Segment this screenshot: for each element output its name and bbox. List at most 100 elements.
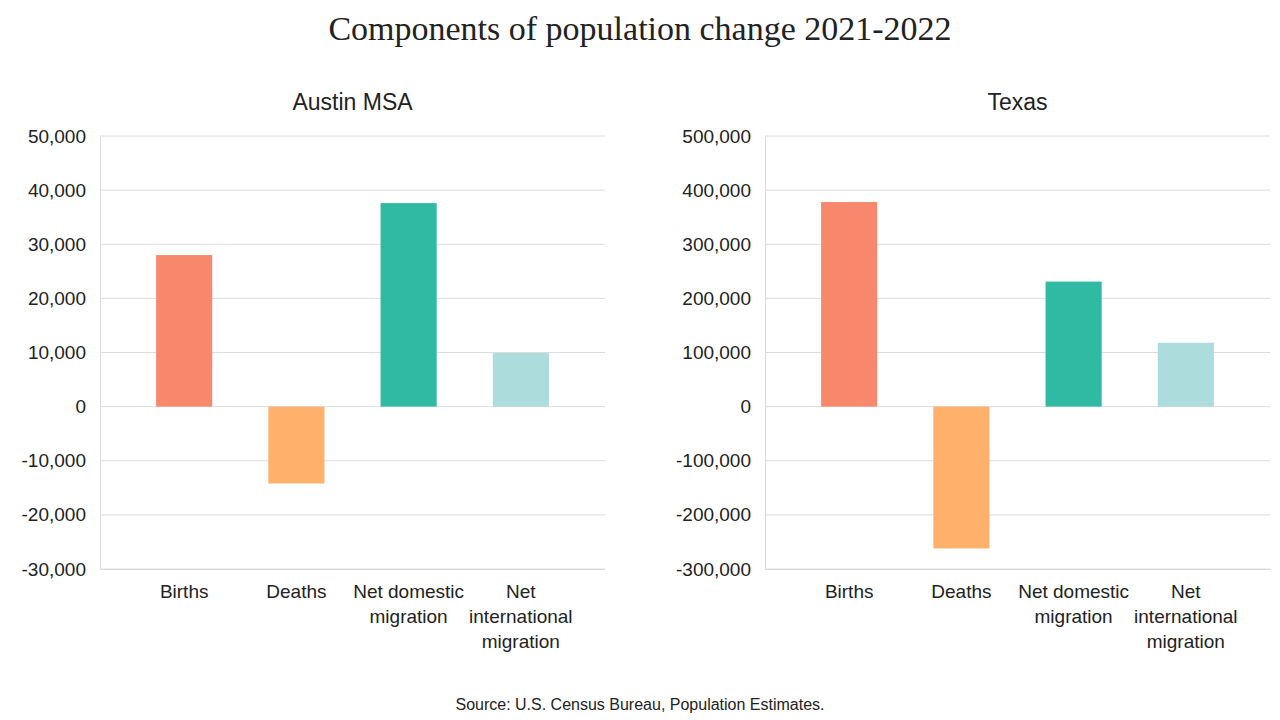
- category-label-line: Net domestic: [353, 581, 464, 602]
- x-axis: Births Deaths Net domestic migration Net inte…: [101, 570, 606, 652]
- y-tick: 0: [75, 396, 100, 417]
- y-tick-label: 50,000: [28, 126, 86, 147]
- bar: [268, 407, 324, 484]
- category-label-line: Net: [1171, 581, 1201, 602]
- category-label-line: Deaths: [266, 581, 326, 602]
- grid-line: [100, 514, 605, 515]
- grid: [100, 136, 605, 569]
- y-tick-label: 0: [75, 396, 86, 417]
- chart-svg: Components of population change 2021-202…: [0, 0, 1280, 720]
- category-label-line: Net: [506, 581, 536, 602]
- x-tick: Deaths: [931, 581, 991, 602]
- grid-line: [100, 569, 605, 570]
- x-tick-label: Births: [160, 581, 209, 602]
- bar: [933, 407, 989, 549]
- x-tick-label: Net domestic migration: [1018, 581, 1129, 627]
- x-tick-label: Net international migration: [469, 581, 573, 651]
- category-label-line: migration: [1147, 631, 1225, 652]
- x-tick: Net international migration: [469, 581, 573, 651]
- y-tick: -200,000: [676, 504, 765, 525]
- bar: [381, 203, 437, 407]
- category-label-line: Deaths: [931, 581, 991, 602]
- grid-line: [100, 244, 605, 245]
- y-tick: 20,000: [28, 288, 100, 309]
- grid-line: [765, 190, 1270, 191]
- y-tick: -100,000: [676, 450, 765, 471]
- y-tick-label: -100,000: [676, 450, 751, 471]
- y-tick-label: 10,000: [28, 342, 86, 363]
- y-tick: 40,000: [28, 180, 100, 201]
- y-tick-label: 30,000: [28, 234, 86, 255]
- y-tick: 0: [740, 396, 765, 417]
- y-tick-label: -30,000: [22, 559, 86, 580]
- y-tick-label: -300,000: [676, 559, 751, 580]
- x-tick-label: Netinternationalmigration: [1134, 581, 1238, 651]
- chart-root: Components of population change 2021-202…: [0, 0, 1280, 720]
- y-tick: -10,000: [22, 450, 100, 471]
- category-label-line: Births: [825, 581, 874, 602]
- y-tick-label: 0: [740, 396, 751, 417]
- y-tick: 100,000: [682, 342, 765, 363]
- grid-line: [765, 460, 1270, 461]
- category-label-line: migration: [1035, 606, 1113, 627]
- grid: [765, 136, 1270, 569]
- y-tick: 50,000: [28, 126, 100, 147]
- x-tick: Deaths: [266, 581, 326, 602]
- title: Components of population change 2021-202…: [328, 10, 951, 47]
- category-label-line: migration: [482, 631, 560, 652]
- x-tick-label: Births: [825, 581, 874, 602]
- panel: Texas -300,000 -200,000 -100,000 0 100,000 200…: [676, 89, 1271, 652]
- x-tick: Netinternationalmigration: [1134, 581, 1238, 651]
- y-tick: 200,000: [682, 288, 765, 309]
- category-label-line: international: [469, 606, 573, 627]
- x-tick-label: Net domestic migration: [353, 581, 464, 627]
- x-tick: Births: [160, 581, 209, 602]
- bar: [493, 353, 549, 407]
- y-tick: 300,000: [682, 234, 765, 255]
- bars: [156, 203, 549, 483]
- panel-title: Texas: [987, 89, 1047, 115]
- bar: [156, 255, 212, 407]
- bar: [1046, 282, 1102, 407]
- y-axis-line: [765, 137, 766, 570]
- bar: [821, 202, 877, 407]
- grid-line: [765, 569, 1270, 570]
- y-tick: -20,000: [22, 504, 100, 525]
- y-tick: -30,000: [22, 559, 100, 580]
- y-tick-label: 100,000: [682, 342, 751, 363]
- y-tick: 10,000: [28, 342, 100, 363]
- y-tick-label: 40,000: [28, 180, 86, 201]
- y-tick-label: 20,000: [28, 288, 86, 309]
- panel-title: Austin MSA: [292, 89, 413, 115]
- y-tick-label: 200,000: [682, 288, 751, 309]
- y-axis: -300,000 -200,000 -100,000 0 100,000 200,000 3…: [676, 126, 766, 580]
- grid-line: [100, 190, 605, 191]
- x-axis: BirthsDeathsNet domesticmigrationNetinte…: [766, 570, 1271, 652]
- bar: [1158, 343, 1214, 407]
- grid-line: [100, 460, 605, 461]
- y-tick: 30,000: [28, 234, 100, 255]
- y-tick-label: 500,000: [682, 126, 751, 147]
- grid-line: [100, 136, 605, 137]
- y-tick-label: 300,000: [682, 234, 751, 255]
- grid-line: [765, 514, 1270, 515]
- y-tick-label: -20,000: [22, 504, 86, 525]
- x-axis-line: [101, 569, 606, 570]
- x-tick-label: Deaths: [931, 581, 991, 602]
- x-tick: Births: [825, 581, 874, 602]
- category-label-line: migration: [370, 606, 448, 627]
- y-tick-label: 400,000: [682, 180, 751, 201]
- y-tick: -300,000: [676, 559, 765, 580]
- y-tick: 500,000: [682, 126, 765, 147]
- x-tick-label: Deaths: [266, 581, 326, 602]
- y-tick-label: -10,000: [22, 450, 86, 471]
- category-label-line: Births: [160, 581, 209, 602]
- y-axis: -30,000 -20,000 -10,000 0 10,000 20,000 30,000…: [22, 126, 101, 580]
- x-tick: Net domestic migration: [1018, 581, 1129, 627]
- y-tick: 400,000: [682, 180, 765, 201]
- panel: Austin MSA -30,000 -20,000 -10,000 0 10,000 20…: [22, 89, 606, 652]
- category-label-line: Net domestic: [1018, 581, 1129, 602]
- x-tick: Net domestic migration: [353, 581, 464, 627]
- y-axis-line: [100, 137, 101, 570]
- grid-line: [765, 136, 1270, 137]
